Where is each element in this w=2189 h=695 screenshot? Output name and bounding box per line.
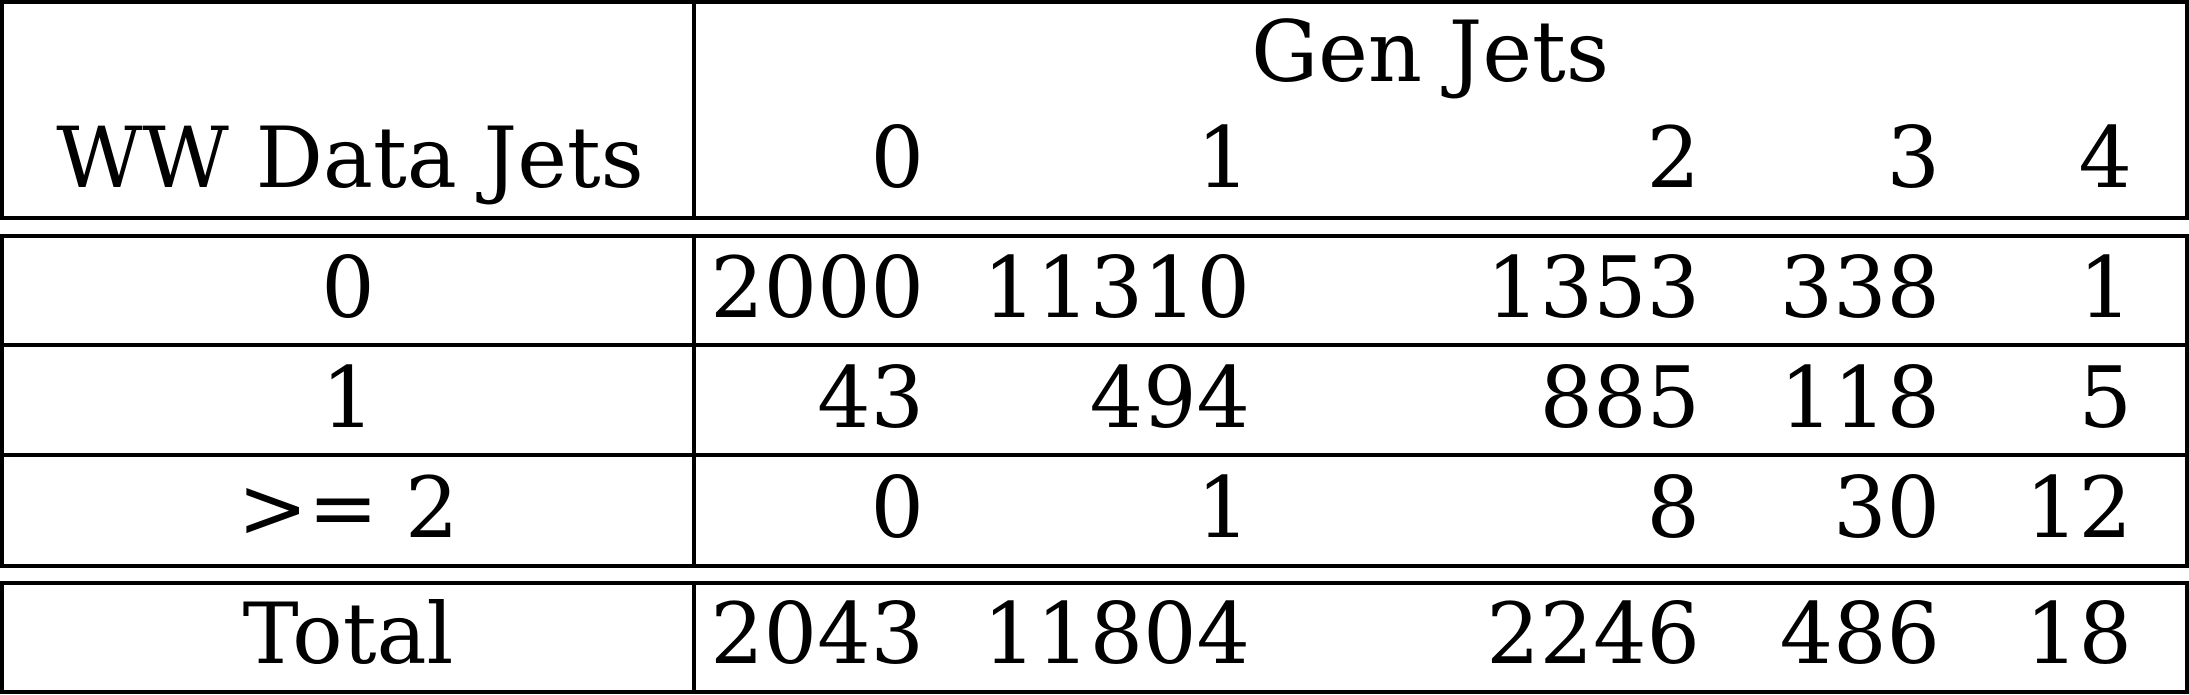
left-border (0, 0, 4, 220)
table-bottom-border (0, 690, 2189, 694)
right-border (2185, 581, 2189, 694)
column-divider (692, 0, 696, 220)
table-cell: 12 (2025, 459, 2132, 557)
table-cell: 43 (817, 349, 924, 447)
row-label: 1 (321, 349, 375, 447)
table-cell: 494 (1089, 349, 1250, 447)
total-cell: 486 (1779, 585, 1940, 683)
total-label: Total (242, 585, 454, 683)
table-cell: 885 (1539, 349, 1700, 447)
row-label: 0 (321, 239, 375, 337)
column-group-header: Gen Jets (1251, 3, 1609, 101)
table-cell: 1 (2078, 239, 2132, 337)
table-cell: 1 (1196, 459, 1250, 557)
left-border (0, 581, 4, 694)
table-cell: 11310 (982, 239, 1250, 337)
column-header: 0 (870, 109, 924, 207)
body-top-rule (0, 234, 2189, 238)
body-bottom-rule (0, 564, 2189, 568)
header-bottom-rule (0, 216, 2189, 220)
right-border (2185, 0, 2189, 220)
row-separator (0, 343, 2189, 347)
table-cell: 30 (1833, 459, 1940, 557)
left-border (0, 234, 4, 568)
table-cell: 8 (1646, 459, 1700, 557)
total-cell: 18 (2025, 585, 2132, 683)
row-label: >= 2 (237, 459, 459, 557)
total-cell: 2043 (710, 585, 924, 683)
total-cell: 11804 (982, 585, 1250, 683)
column-header: 1 (1196, 109, 1250, 207)
right-border (2185, 234, 2189, 568)
table-cell: 338 (1779, 239, 1940, 337)
column-divider (692, 234, 696, 568)
row-separator (0, 453, 2189, 457)
column-header: 2 (1646, 109, 1700, 207)
table-cell: 2000 (710, 239, 924, 337)
table-cell: 118 (1779, 349, 1940, 447)
total-top-rule (0, 581, 2189, 585)
table-top-border (0, 0, 2189, 4)
table-cell: 1353 (1486, 239, 1700, 337)
column-header: 3 (1886, 109, 1940, 207)
column-header: 4 (2078, 109, 2132, 207)
table-cell: 5 (2078, 349, 2132, 447)
table-cell: 0 (870, 459, 924, 557)
row-header-label: WW Data Jets (56, 109, 644, 207)
total-cell: 2246 (1486, 585, 1700, 683)
column-divider (692, 581, 696, 694)
